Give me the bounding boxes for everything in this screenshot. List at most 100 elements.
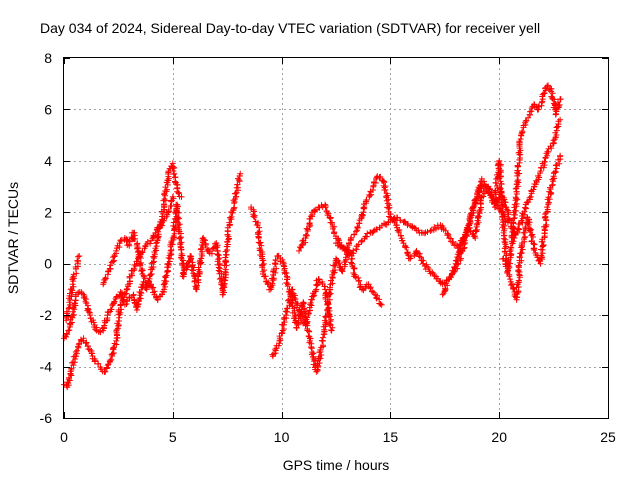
data-point (378, 301, 385, 308)
series-trace-K (499, 152, 564, 303)
data-point (234, 181, 241, 188)
data-point (94, 360, 101, 367)
y-tick-label: -6 (40, 410, 53, 426)
data-point (476, 188, 483, 195)
data-point (369, 288, 376, 295)
data-point (404, 249, 411, 256)
series-trace-J (491, 82, 564, 272)
data-point (439, 291, 446, 298)
data-point (480, 193, 487, 200)
x-tick-label: 15 (383, 429, 399, 445)
data-point (296, 247, 303, 254)
y-tick-label: -2 (40, 307, 53, 323)
data-point (545, 82, 552, 89)
data-point (515, 177, 522, 184)
data-point (174, 216, 181, 223)
data-point (518, 249, 525, 256)
data-point (496, 175, 503, 182)
data-point (507, 276, 514, 283)
data-point (550, 137, 557, 144)
data-point (330, 225, 337, 232)
data-point (223, 251, 230, 258)
data-point (325, 312, 332, 319)
data-point (76, 253, 83, 259)
data-point (154, 234, 161, 240)
data-point (202, 242, 209, 249)
data-point (201, 236, 208, 243)
data-point (68, 319, 75, 326)
data-point (347, 234, 354, 241)
data-point (214, 251, 221, 258)
series-trace-D (100, 160, 185, 293)
data-point (501, 232, 508, 239)
data-point (287, 299, 294, 306)
data-point (501, 238, 508, 245)
data-point (147, 271, 154, 278)
data-point (541, 158, 548, 165)
data-point (178, 193, 185, 200)
data-point (535, 103, 542, 110)
data-point (540, 242, 547, 249)
data-point (319, 334, 326, 341)
data-point (445, 231, 452, 238)
data-point (297, 244, 304, 251)
data-point (289, 286, 296, 293)
data-point (65, 313, 72, 320)
data-point (531, 247, 538, 254)
data-point (514, 178, 521, 185)
data-point (552, 106, 559, 113)
data-point (282, 270, 289, 277)
data-point (364, 230, 371, 237)
data-point (70, 271, 77, 278)
x-tick-label: 0 (60, 429, 68, 445)
data-point (354, 224, 361, 231)
data-point (424, 228, 431, 235)
y-tick-label: 2 (44, 204, 52, 220)
data-point (108, 356, 115, 363)
data-point (291, 294, 298, 301)
data-point (272, 346, 279, 353)
data-point (88, 350, 95, 357)
data-point (179, 257, 186, 264)
data-point (381, 220, 388, 227)
data-point (345, 248, 352, 255)
data-point (526, 194, 533, 201)
data-point (522, 224, 529, 231)
data-point (407, 253, 414, 260)
data-point (175, 209, 182, 216)
data-point (262, 273, 269, 280)
data-point (151, 254, 158, 261)
data-point (544, 204, 551, 211)
data-point (356, 277, 363, 284)
data-point (360, 205, 367, 212)
data-point (187, 256, 194, 263)
data-point (148, 271, 155, 278)
data-point (270, 275, 277, 282)
data-point (229, 209, 236, 216)
data-point (403, 244, 410, 251)
data-point (466, 225, 473, 232)
data-point (177, 235, 184, 242)
data-point (67, 368, 74, 375)
data-point (318, 337, 325, 344)
data-point (513, 200, 520, 207)
data-point (499, 193, 506, 200)
data-point (82, 298, 89, 305)
series-trace-B (61, 193, 177, 391)
data-point (367, 284, 374, 291)
data-point (175, 190, 182, 197)
data-point (152, 229, 159, 236)
data-point (475, 212, 482, 219)
x-tick-labels: 0 5 10 15 20 25 (60, 429, 616, 445)
data-point (92, 357, 99, 364)
data-point (235, 177, 242, 184)
data-point (377, 173, 384, 180)
data-point (122, 291, 129, 298)
data-point (180, 271, 187, 278)
data-point (550, 169, 557, 176)
data-point (283, 305, 290, 312)
data-point (237, 170, 244, 177)
data-point (324, 301, 331, 308)
data-point (500, 235, 507, 242)
data-point (222, 254, 229, 261)
